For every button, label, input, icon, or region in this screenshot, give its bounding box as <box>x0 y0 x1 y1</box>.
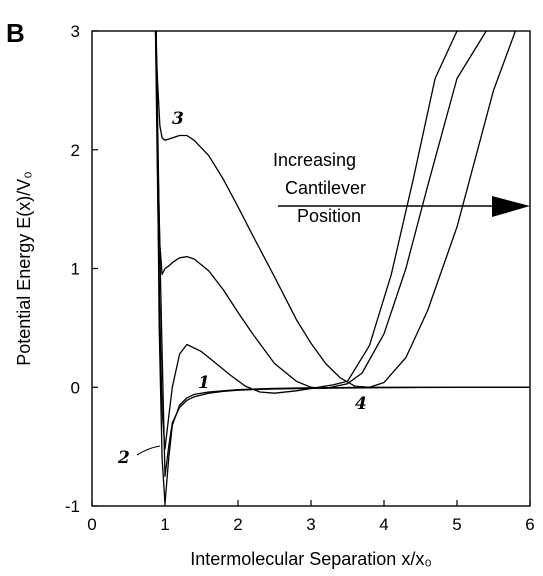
x-tick-label: 0 <box>87 515 96 534</box>
y-axis-label: Potential Energy E(x)/V₀ <box>14 171 34 366</box>
x-tick-label: 4 <box>379 515 388 534</box>
panel-label: B <box>6 18 25 48</box>
series-line-3 <box>154 30 487 390</box>
x-tick-label: 3 <box>306 515 315 534</box>
arrow-head <box>492 196 530 217</box>
curve-label-1: 1 <box>198 373 210 393</box>
curve-label-4: 4 <box>355 394 367 414</box>
curve-label-2: 2 <box>117 448 130 468</box>
annotation-line-2: Cantilever <box>285 178 366 198</box>
y-tick-label: 2 <box>71 141 80 160</box>
x-axis-label: Intermolecular Separation x/x₀ <box>190 549 432 569</box>
y-tick-label: 0 <box>71 378 80 397</box>
series-line-1 <box>155 30 530 477</box>
x-tick-label: 5 <box>452 515 461 534</box>
curve-label-3: 3 <box>172 109 184 129</box>
y-tick-label: -1 <box>65 497 80 516</box>
series-line-5 <box>155 30 530 505</box>
x-tick-label: 1 <box>160 515 169 534</box>
x-tick-label: 2 <box>233 515 242 534</box>
y-tick-label: 1 <box>71 260 80 279</box>
y-tick-label: 3 <box>71 22 80 41</box>
annotation-line-1: Increasing <box>273 150 356 170</box>
series-line-4 <box>154 30 517 388</box>
x-tick-label: 6 <box>525 515 534 534</box>
annotation-line-3: Position <box>297 206 361 226</box>
curve-label-2-leader <box>136 445 161 456</box>
series-line-2 <box>154 30 458 450</box>
